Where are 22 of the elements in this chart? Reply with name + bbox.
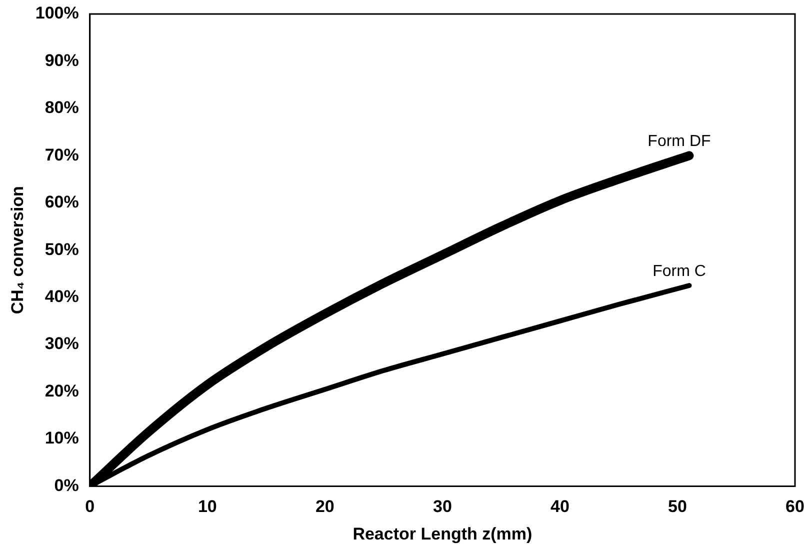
y-tick-label: 0%	[54, 476, 79, 495]
y-tick-label: 10%	[44, 428, 79, 448]
y-tick-label: 80%	[44, 98, 79, 118]
x-tick-label: 10	[198, 497, 217, 516]
series-label: Form C	[652, 262, 706, 280]
x-tick-label: 40	[550, 497, 570, 516]
y-tick-label: 20%	[44, 381, 79, 400]
x-tick-label: 30	[432, 497, 452, 516]
y-axis-title: CH₄ conversion	[8, 186, 27, 314]
y-tick-label: 70%	[44, 145, 79, 164]
x-tick-label: 60	[786, 497, 804, 516]
y-tick-label: 90%	[44, 50, 79, 70]
y-tick-label: 100%	[35, 4, 79, 23]
x-axis-title: Reactor Length z(mm)	[352, 524, 532, 544]
x-tick-label: 0	[85, 497, 95, 516]
y-tick-label: 60%	[44, 192, 79, 212]
y-tick-label: 50%	[44, 240, 79, 259]
y-tick-label: 30%	[44, 334, 79, 354]
x-tick-label: 50	[668, 497, 687, 516]
series-label: Form DF	[648, 133, 712, 150]
x-tick-label: 20	[315, 497, 334, 516]
y-tick-label: 40%	[44, 287, 79, 306]
